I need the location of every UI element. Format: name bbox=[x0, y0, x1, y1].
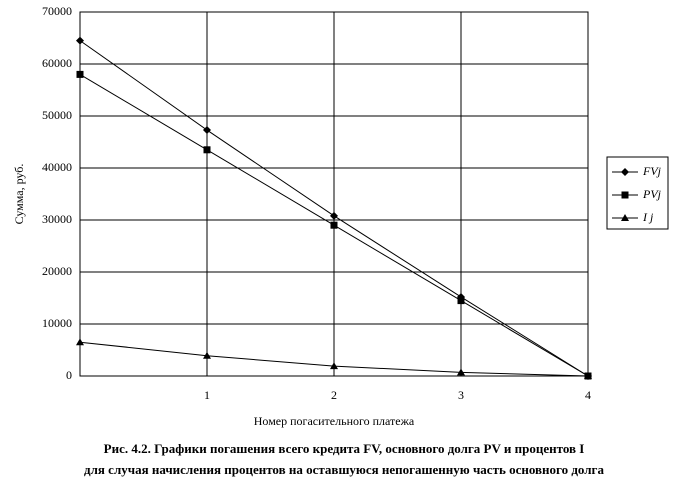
marker bbox=[330, 362, 338, 370]
y-tick-label: 50000 bbox=[42, 108, 72, 122]
chart-title: Рис. 4.2. Графики погашения всего кредит… bbox=[104, 441, 585, 456]
legend-marker bbox=[621, 214, 629, 221]
legend-label: FVj bbox=[642, 164, 662, 178]
marker bbox=[330, 211, 338, 220]
y-axis-label: Сумма, руб. bbox=[12, 164, 26, 225]
chart-subtitle: для случая начисления процентов на остав… bbox=[84, 462, 604, 477]
y-tick-label: 40000 bbox=[42, 160, 72, 174]
marker bbox=[76, 36, 84, 45]
marker bbox=[457, 297, 465, 305]
marker bbox=[203, 146, 211, 154]
marker bbox=[584, 372, 592, 379]
y-tick-label: 70000 bbox=[42, 4, 72, 18]
marker bbox=[457, 368, 465, 376]
marker bbox=[76, 70, 84, 78]
legend-box bbox=[606, 156, 669, 230]
legend-marker bbox=[621, 191, 629, 199]
marker bbox=[203, 351, 211, 359]
x-tick-label: 1 bbox=[204, 388, 210, 402]
y-tick-label: 60000 bbox=[42, 56, 72, 70]
x-tick-label: 4 bbox=[585, 388, 591, 402]
marker bbox=[330, 221, 338, 229]
marker bbox=[203, 126, 211, 135]
y-tick-label: 0 bbox=[66, 368, 72, 382]
x-axis-label: Номер погасительного платежа bbox=[254, 414, 415, 428]
y-tick-label: 10000 bbox=[42, 316, 72, 330]
x-tick-label: 3 bbox=[458, 388, 464, 402]
y-tick-label: 30000 bbox=[42, 212, 72, 226]
legend-marker bbox=[621, 168, 629, 176]
marker bbox=[76, 338, 84, 346]
x-tick-label: 2 bbox=[331, 388, 337, 402]
y-tick-label: 20000 bbox=[42, 264, 72, 278]
legend-label: I j bbox=[642, 210, 654, 224]
legend-label: PVj bbox=[642, 187, 662, 201]
